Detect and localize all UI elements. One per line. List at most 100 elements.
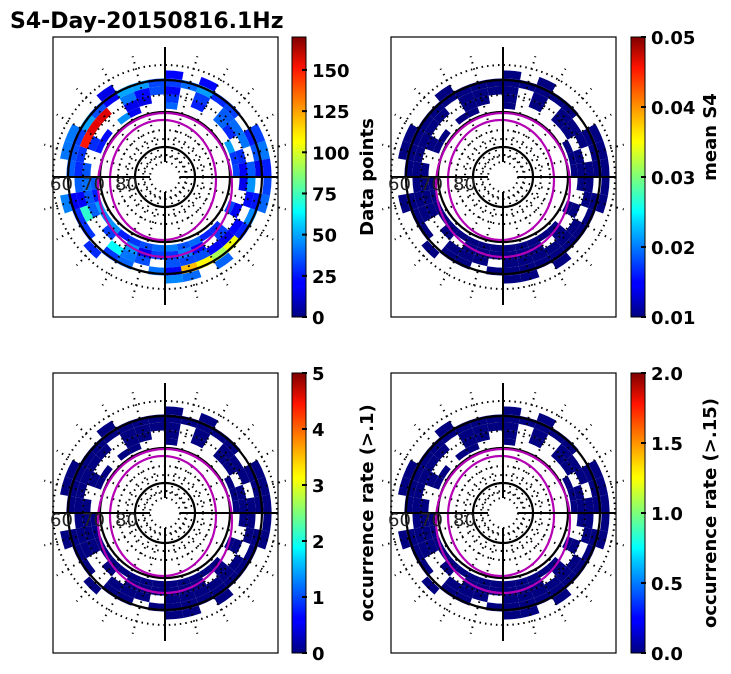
lat-label: 60 bbox=[50, 510, 73, 531]
heatmap-bin bbox=[228, 554, 244, 572]
colorbar-tick-label: 50 bbox=[312, 226, 337, 247]
heatmap-bin bbox=[595, 194, 608, 214]
heatmap-bin bbox=[503, 430, 518, 440]
heatmap-bin bbox=[417, 541, 432, 559]
heatmap-bin bbox=[421, 240, 440, 259]
heatmap-bin bbox=[176, 577, 191, 587]
colorbar-tick-label: 0.05 bbox=[651, 28, 695, 49]
heatmap-bin bbox=[503, 438, 516, 446]
heatmap-bin bbox=[165, 94, 180, 104]
heatmap-bin bbox=[398, 194, 411, 214]
dotted-radial-line bbox=[507, 532, 537, 634]
heatmap-bin bbox=[572, 222, 589, 241]
heatmap-bin bbox=[238, 162, 248, 177]
heatmap-bin bbox=[238, 513, 248, 528]
heatmap-bin bbox=[229, 538, 243, 555]
dotted-radial-line bbox=[439, 193, 494, 286]
heatmap-bin bbox=[461, 435, 478, 449]
heatmap-bin bbox=[420, 177, 430, 192]
heatmap-bin bbox=[74, 497, 84, 513]
dotted-radial-line bbox=[439, 404, 494, 497]
dotted-radial-line bbox=[469, 532, 499, 634]
heatmap-bin bbox=[465, 236, 480, 248]
heatmap-bin bbox=[136, 95, 153, 107]
heatmap-bin bbox=[127, 236, 142, 248]
auroral-oval-inner bbox=[108, 454, 218, 578]
dotted-radial-line bbox=[512, 404, 567, 497]
heatmap-bin bbox=[432, 139, 444, 154]
heatmap-bin bbox=[439, 91, 458, 108]
heatmap-bin bbox=[421, 576, 440, 595]
heatmap-bin bbox=[214, 252, 234, 270]
dotted-radial-line bbox=[522, 181, 624, 211]
dotted-radial-line bbox=[169, 532, 199, 634]
heatmap-bin bbox=[119, 91, 137, 106]
colorbar-occurrence-rate-0.15: 0.0 0.5 1.0 1.5 2.0 occurrence rate (>.15) bbox=[630, 364, 721, 665]
heatmap-bin bbox=[600, 494, 610, 513]
dotted-radial-line bbox=[516, 423, 593, 500]
heatmap-bin bbox=[424, 454, 440, 472]
heatmap-bin bbox=[165, 86, 181, 96]
heatmap-bin bbox=[101, 246, 120, 263]
heatmap-bin bbox=[544, 576, 562, 592]
heatmap-bin bbox=[165, 580, 178, 588]
lat-label: 60 bbox=[50, 174, 73, 195]
heatmap-bin bbox=[576, 498, 586, 513]
auroral-oval-inner bbox=[446, 454, 556, 578]
heatmap-bin bbox=[425, 135, 439, 152]
heatmap-bin bbox=[238, 177, 248, 192]
heatmap-bin bbox=[238, 498, 248, 513]
heatmap-bin bbox=[82, 513, 92, 528]
heatmap-bin bbox=[438, 465, 451, 479]
colorbar-tick-label: 0 bbox=[312, 308, 325, 329]
heatmap-bin bbox=[229, 487, 239, 502]
heatmap-bin bbox=[552, 252, 572, 270]
heatmap-bin bbox=[514, 241, 529, 251]
heatmap-bin bbox=[412, 177, 422, 193]
heatmap-bin bbox=[87, 202, 101, 219]
heatmap-bin bbox=[117, 565, 131, 578]
heatmap-bin bbox=[398, 476, 411, 496]
dotted-radial-line bbox=[512, 193, 567, 286]
heatmap-bin bbox=[210, 582, 229, 599]
dotted-radial-line bbox=[56, 113, 149, 168]
heatmap-bin bbox=[574, 467, 589, 485]
heatmap-bin bbox=[95, 107, 112, 124]
heatmap-bin bbox=[165, 594, 181, 604]
heatmap-bin bbox=[425, 471, 439, 488]
dotted-radial-line bbox=[174, 404, 229, 497]
heatmap-bin bbox=[152, 244, 165, 252]
heatmap-bin bbox=[427, 101, 445, 119]
heatmap-bin bbox=[556, 566, 573, 583]
heatmap-bin bbox=[444, 240, 462, 256]
colorbar-tick-label: 0.02 bbox=[651, 238, 695, 259]
dotted-radial-line bbox=[178, 423, 255, 500]
heatmap-bin bbox=[127, 442, 142, 454]
dotted-radial-line bbox=[516, 87, 593, 164]
heatmap-bin bbox=[214, 588, 234, 606]
dotted-radial-line bbox=[181, 113, 274, 168]
heatmap-bin bbox=[465, 572, 480, 584]
heatmap-bin bbox=[89, 437, 107, 455]
heatmap-bin bbox=[218, 230, 235, 247]
heatmap-bin bbox=[210, 427, 229, 444]
heatmap-bin bbox=[218, 443, 235, 460]
heatmap-bin bbox=[566, 218, 582, 236]
dotted-radial-line bbox=[181, 449, 274, 504]
heatmap-bin bbox=[432, 475, 444, 490]
heatmap-bin bbox=[417, 205, 432, 223]
heatmap-bin bbox=[79, 205, 94, 223]
heatmap-bin bbox=[250, 123, 266, 144]
heatmap-bin bbox=[548, 427, 567, 444]
heatmap-bin bbox=[548, 246, 567, 263]
heatmap-bin bbox=[198, 76, 219, 92]
heatmap-bin bbox=[182, 605, 202, 618]
heatmap-bin bbox=[149, 86, 165, 96]
heatmap-bin bbox=[82, 177, 92, 192]
dotted-radial-line bbox=[522, 143, 624, 173]
heatmap-bin bbox=[503, 86, 519, 96]
lat-label: 70 bbox=[82, 174, 105, 195]
heatmap-bin bbox=[236, 131, 251, 149]
heatmap-bin bbox=[176, 241, 191, 251]
